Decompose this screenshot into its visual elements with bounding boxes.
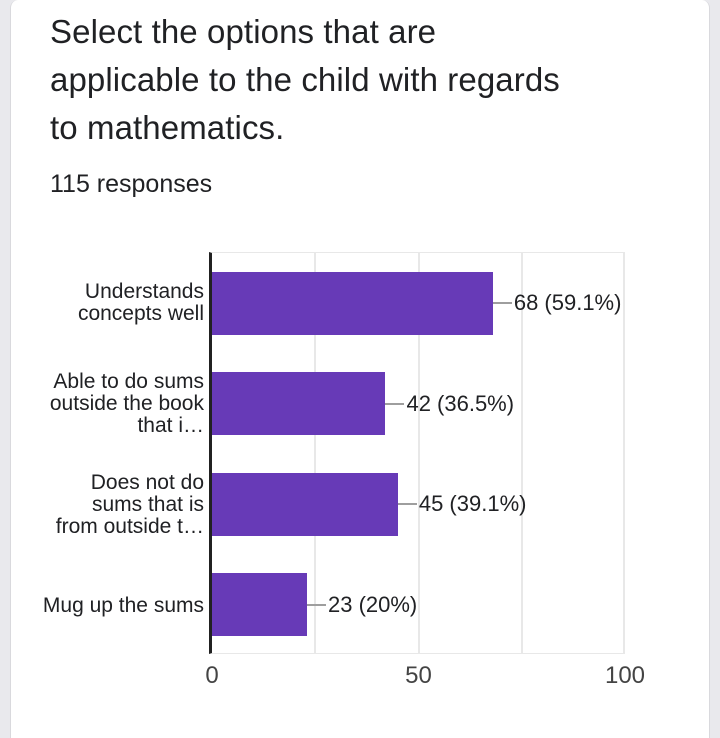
category-label-line: Able to do sums [53, 369, 204, 393]
x-axis-tick: 0 [205, 662, 219, 689]
category-label: Does not do sums that is from outside t… [50, 454, 209, 555]
leader-line [492, 302, 512, 305]
bar-understands-concepts-well [212, 271, 493, 335]
value-label: 68 (59.1%) [513, 290, 622, 316]
leader-line [306, 603, 326, 606]
category-label: Mug up the sums [43, 555, 209, 656]
category-label-line: concepts well [77, 301, 204, 325]
category-label-line: from outside t… [55, 514, 204, 538]
category-label: Able to do sums outside the book that i… [50, 353, 209, 454]
responses-count: 115 responses [50, 170, 213, 198]
x-axis: 0 50 100 [205, 662, 645, 692]
question-title: Select the options that are applicable t… [50, 13, 560, 146]
bar-row: 23 (20%) [212, 555, 625, 656]
bar-mug-up-the-sums [212, 573, 307, 637]
bar-chart: Understands concepts well Able to do sum… [43, 252, 709, 689]
gridline-50 [417, 253, 420, 653]
gridline-75 [520, 253, 523, 653]
category-label-line: that i… [137, 413, 204, 437]
bar-row: 42 (36.5%) [212, 354, 625, 455]
value-label: 42 (36.5%) [406, 390, 515, 416]
form-response-card: Select the options that are applicable t… [10, 0, 710, 738]
category-label: Understands concepts well [50, 252, 209, 353]
category-label-line: sums that is [91, 492, 204, 516]
category-axis: Understands concepts well Able to do sum… [43, 252, 209, 656]
leader-line [385, 402, 405, 405]
x-axis-tick: 50 [405, 662, 432, 689]
bar-row: 68 (59.1%) [212, 253, 625, 354]
plot-area: 68 (59.1%) 42 (36.5%) 45 (39.1%) 23 (20%… [205, 252, 645, 689]
value-label: 23 (20%) [327, 591, 418, 617]
leader-line [397, 503, 417, 506]
category-label-line: Understands [84, 279, 204, 303]
gridline-25 [314, 253, 317, 653]
category-label-line: Mug up the sums [42, 593, 204, 617]
category-label-line: Does not do [90, 470, 204, 494]
bar-does-not-do-outside-sums [212, 472, 398, 536]
bar-able-to-do-sums-outside [212, 372, 386, 436]
value-label: 45 (39.1%) [418, 491, 527, 517]
gridline-100 [623, 253, 625, 653]
bar-row: 45 (39.1%) [212, 454, 625, 555]
category-label-line: outside the book [49, 391, 204, 415]
x-axis-tick: 100 [604, 662, 646, 689]
